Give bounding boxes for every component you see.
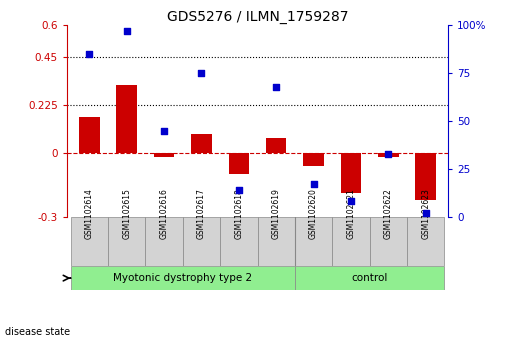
Point: [384, 151, 392, 156]
Text: Myotonic dystrophy type 2: Myotonic dystrophy type 2: [113, 273, 252, 283]
Bar: [154, 153, 175, 157]
Bar: [71, 217, 108, 266]
Point: [421, 210, 430, 216]
Text: GSM1102618: GSM1102618: [234, 188, 243, 239]
Text: GSM1102615: GSM1102615: [122, 188, 131, 239]
Text: GSM1102622: GSM1102622: [384, 188, 393, 239]
Bar: [183, 217, 220, 266]
Point: [235, 187, 243, 193]
Title: GDS5276 / ILMN_1759287: GDS5276 / ILMN_1759287: [167, 11, 348, 24]
Bar: [258, 217, 295, 266]
Bar: [340, 153, 361, 193]
Bar: [116, 85, 137, 153]
Bar: [191, 134, 212, 153]
Bar: [295, 217, 332, 266]
Bar: [71, 266, 295, 290]
Bar: [303, 153, 324, 166]
Point: [160, 128, 168, 134]
Bar: [370, 217, 407, 266]
Text: GSM1102621: GSM1102621: [347, 188, 355, 239]
Bar: [229, 153, 249, 174]
Text: GSM1102619: GSM1102619: [272, 188, 281, 239]
Bar: [220, 217, 258, 266]
Text: GSM1102620: GSM1102620: [309, 188, 318, 239]
Text: control: control: [351, 273, 388, 283]
Text: GSM1102616: GSM1102616: [160, 188, 168, 239]
Bar: [295, 266, 444, 290]
Bar: [407, 217, 444, 266]
Text: GSM1102617: GSM1102617: [197, 188, 206, 239]
Point: [272, 84, 280, 90]
Bar: [332, 217, 370, 266]
Text: GSM1102623: GSM1102623: [421, 188, 430, 239]
Bar: [145, 217, 183, 266]
Text: GSM1102614: GSM1102614: [85, 188, 94, 239]
Point: [310, 181, 318, 187]
Point: [85, 51, 94, 57]
Bar: [416, 153, 436, 200]
Bar: [378, 153, 399, 157]
Text: disease state: disease state: [5, 327, 70, 337]
Bar: [108, 217, 145, 266]
Bar: [79, 117, 99, 153]
Bar: [266, 138, 286, 153]
Point: [123, 28, 131, 34]
Point: [347, 199, 355, 204]
Point: [197, 70, 205, 76]
